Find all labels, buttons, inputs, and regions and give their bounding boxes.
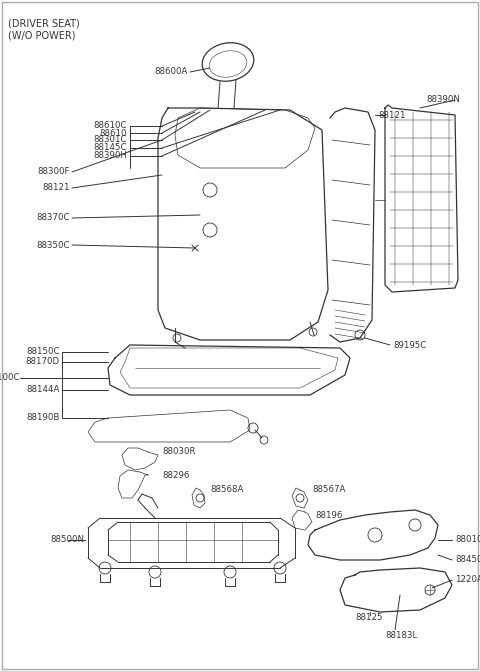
- Text: 88121: 88121: [43, 183, 70, 193]
- Text: (DRIVER SEAT): (DRIVER SEAT): [8, 18, 80, 28]
- Text: 88610: 88610: [99, 129, 127, 138]
- Text: 88370C: 88370C: [36, 213, 70, 223]
- Text: 88301C: 88301C: [94, 136, 127, 144]
- Text: 88300F: 88300F: [37, 168, 70, 176]
- Text: 88450B: 88450B: [455, 556, 480, 564]
- Text: 88190B: 88190B: [26, 413, 60, 423]
- Text: 1220AP: 1220AP: [455, 576, 480, 584]
- Text: 88350C: 88350C: [36, 240, 70, 250]
- Text: 88145C: 88145C: [94, 144, 127, 152]
- Text: 88390H: 88390H: [93, 152, 127, 160]
- Text: 88144A: 88144A: [26, 386, 60, 395]
- Text: 88610C: 88610C: [94, 121, 127, 130]
- Text: (W/O POWER): (W/O POWER): [8, 30, 75, 40]
- Text: 88010L: 88010L: [455, 535, 480, 544]
- Text: 89195C: 89195C: [393, 340, 426, 350]
- Text: 88170D: 88170D: [26, 358, 60, 366]
- Text: 88296: 88296: [162, 470, 190, 480]
- Text: 88183L: 88183L: [385, 631, 417, 639]
- Text: 88500N: 88500N: [50, 535, 84, 544]
- Text: 88125: 88125: [355, 613, 383, 623]
- Text: 88196: 88196: [315, 511, 342, 519]
- Text: 88567A: 88567A: [312, 486, 346, 495]
- Text: 88150C: 88150C: [26, 348, 60, 356]
- Text: 88030R: 88030R: [162, 448, 195, 456]
- Text: 88121: 88121: [378, 111, 406, 119]
- Text: 88100C: 88100C: [0, 374, 20, 382]
- Text: 88568A: 88568A: [210, 486, 243, 495]
- Text: 88600A: 88600A: [155, 68, 188, 76]
- Text: 88390N: 88390N: [426, 95, 460, 105]
